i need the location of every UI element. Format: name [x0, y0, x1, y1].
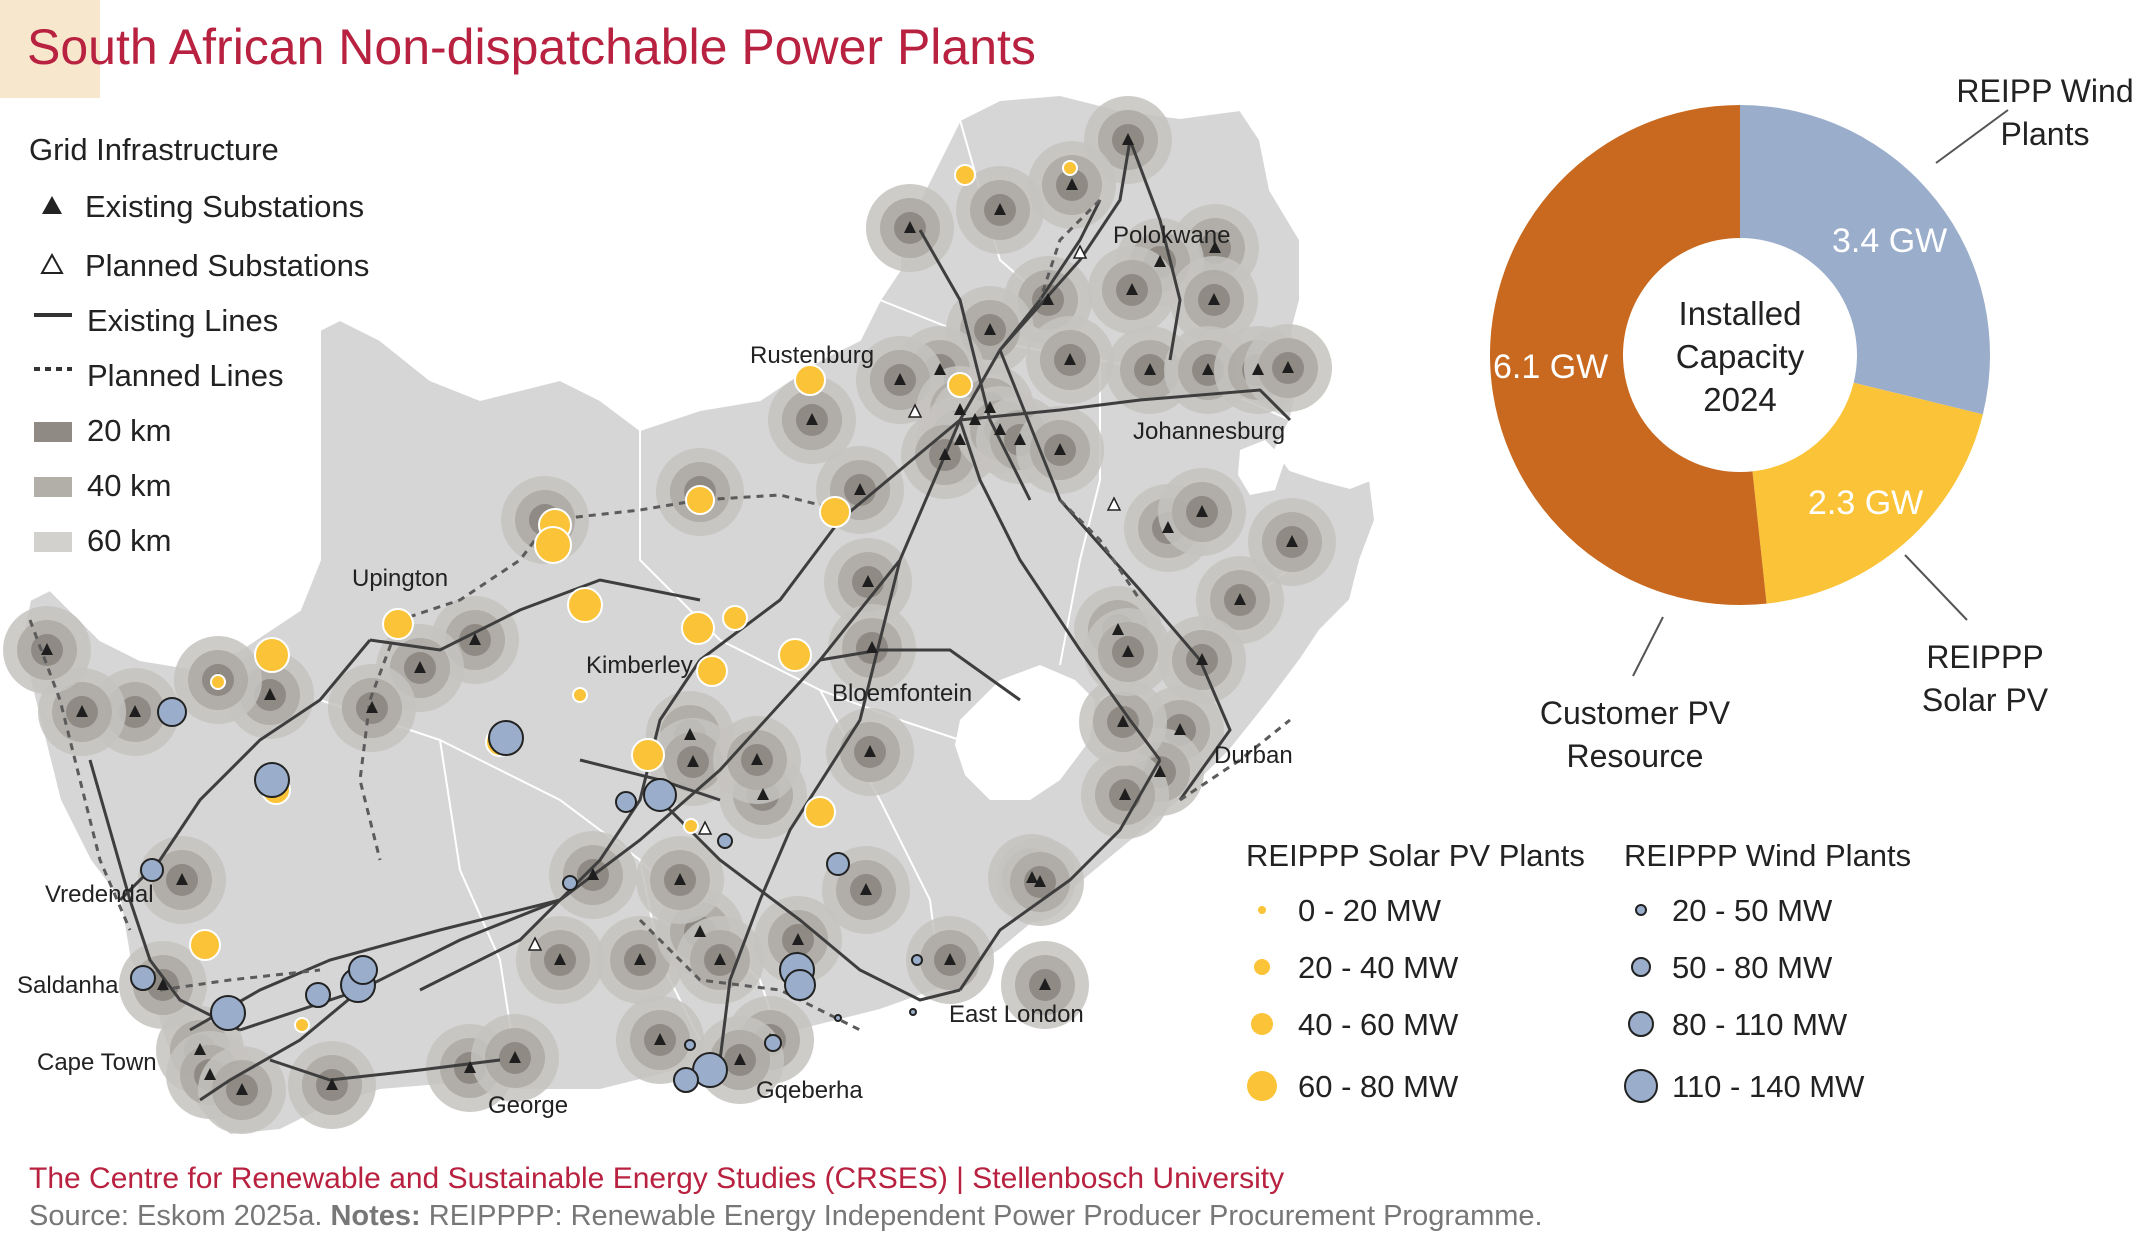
source-label: Source:	[29, 1200, 129, 1232]
city-kimberley: Kimberley	[586, 652, 693, 679]
buffer-20km-swatch	[34, 422, 72, 442]
donut-value-wind: 3.4 GW	[1832, 222, 1948, 260]
eswatini-cutout	[1238, 440, 1285, 495]
city-east-london: East London	[949, 1001, 1084, 1028]
donut-label-wind: REIPP Wind Plants	[1956, 73, 2134, 152]
filled-triangle-icon	[42, 196, 62, 214]
legend-existing-lines: Existing Lines	[87, 303, 279, 338]
city-rustenburg: Rustenburg	[750, 342, 875, 369]
title-accent-block	[0, 0, 100, 98]
city-durban: Durban	[1214, 742, 1293, 769]
city-saldanha: Saldanha	[17, 972, 119, 999]
wind-size-80-110-icon	[1628, 1011, 1654, 1037]
capacity-donut-chart	[1489, 105, 1990, 605]
donut-segment-reipp-wind-plants	[1740, 105, 1990, 415]
donut-segment-customer-pv-resource	[1489, 105, 1767, 605]
legend-40km: 40 km	[87, 468, 172, 503]
city-george: George	[488, 1092, 569, 1119]
donut-value-customer: 6.1 GW	[1493, 348, 1609, 386]
solar-legend-40-60: 40 - 60 MW	[1298, 1007, 1459, 1042]
city-vredendal: Vredendal	[45, 881, 154, 908]
wind-plants	[130, 697, 923, 1093]
solar-size-40-60-icon	[1251, 1013, 1273, 1035]
wind-legend-110-140: 110 - 140 MW	[1672, 1069, 1865, 1104]
city-upington: Upington	[352, 565, 449, 592]
donut-label-solar: REIPPP Solar PV	[1921, 639, 2049, 718]
wind-legend-50-80: 50 - 80 MW	[1672, 950, 1833, 985]
solar-legend-0-20: 0 - 20 MW	[1298, 893, 1441, 928]
wind-size-110-140-icon	[1624, 1069, 1658, 1103]
customer-leader-line	[1632, 616, 1664, 677]
footer-source: Source: Eskom 2025a. Notes: REIPPPP: Ren…	[29, 1200, 1543, 1233]
donut-value-solar: 2.3 GW	[1808, 484, 1924, 522]
legend-planned-substations: Planned Substations	[85, 248, 370, 283]
wind-legend-20-50: 20 - 50 MW	[1672, 893, 1833, 928]
solar-legend-title: REIPPP Solar PV Plants	[1246, 838, 1585, 873]
legend-60km: 60 km	[87, 523, 172, 558]
city-gqeberha: Gqeberha	[756, 1077, 863, 1104]
solar-size-20-40-icon	[1254, 959, 1270, 975]
legend-planned-lines: Planned Lines	[87, 358, 284, 393]
donut-label-customer: Customer PV Resource	[1539, 695, 1731, 774]
solar-legend-20-40: 20 - 40 MW	[1298, 950, 1459, 985]
page-title: South African Non-dispatchable Power Pla…	[27, 19, 1036, 75]
solar-legend-60-80: 60 - 80 MW	[1298, 1069, 1459, 1104]
solar-leader-line	[1904, 554, 1968, 621]
notes-text: REIPPPP: Renewable Energy Independent Po…	[428, 1200, 1543, 1232]
donut-center-label: Installed Capacity 2024	[1675, 295, 1805, 418]
source-text: Eskom 2025a.	[137, 1200, 323, 1232]
planned-grid-lines	[28, 198, 1291, 1032]
buffer-60km-swatch	[34, 532, 72, 552]
wind-legend-title: REIPPP Wind Plants	[1624, 838, 1912, 873]
solar-size-60-80-icon	[1247, 1071, 1277, 1101]
wind-legend-80-110: 80 - 110 MW	[1672, 1007, 1848, 1042]
city-polokwane: Polokwane	[1113, 222, 1231, 249]
wind-leader-line	[1935, 109, 2009, 164]
solar-size-0-20-icon	[1258, 906, 1266, 914]
lesotho-cutout	[955, 665, 1095, 800]
outline-triangle-icon	[40, 252, 64, 274]
footer-organization: The Centre for Renewable and Sustainable…	[29, 1162, 1285, 1195]
city-cape-town: Cape Town	[37, 1049, 157, 1076]
buffer-40km-swatch	[34, 477, 72, 497]
donut-segment-reippp-solar-pv	[1752, 382, 1983, 604]
city-johannesburg: Johannesburg	[1133, 418, 1286, 445]
grid-legend-title: Grid Infrastructure	[29, 132, 279, 167]
wind-size-50-80-icon	[1631, 957, 1651, 977]
existing-substations	[41, 133, 1298, 1095]
city-bloemfontein: Bloemfontein	[832, 680, 973, 707]
legend-existing-substations: Existing Substations	[85, 189, 365, 224]
legend-20km: 20 km	[87, 413, 172, 448]
wind-size-20-50-icon	[1635, 904, 1647, 916]
notes-label: Notes:	[330, 1200, 421, 1232]
